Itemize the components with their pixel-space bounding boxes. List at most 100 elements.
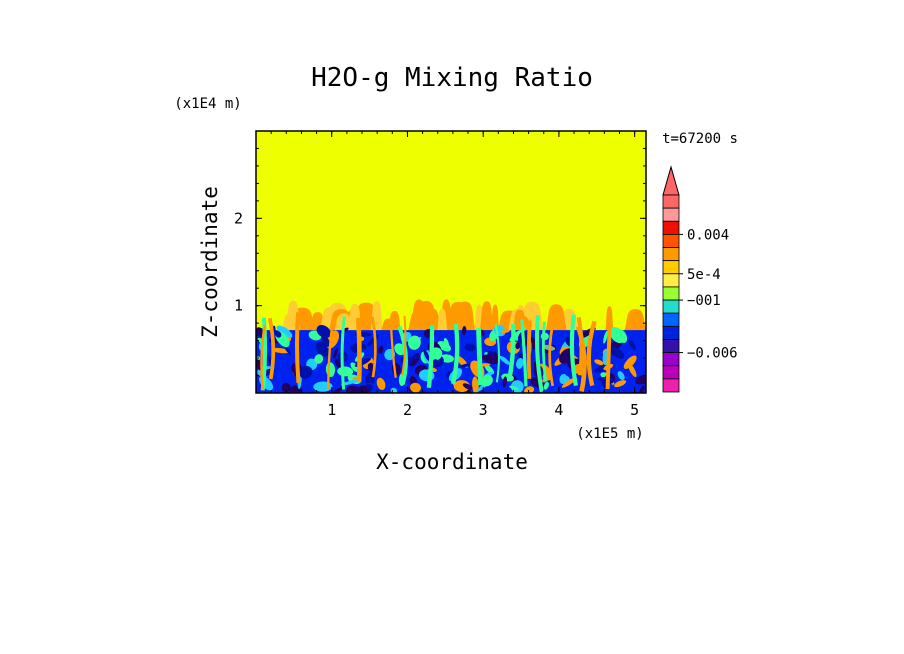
eddy-cell [459, 363, 472, 368]
updraft-filament [340, 316, 346, 390]
eddy-cell [321, 335, 330, 347]
colorbar-level [662, 207, 680, 222]
plume-cell [446, 301, 471, 333]
eddy-cell [276, 325, 293, 338]
colorbar-level [662, 352, 680, 367]
eddy-cell [623, 355, 637, 370]
plume-cell [479, 301, 494, 333]
eddy-cell [314, 354, 324, 364]
updraft-filament [370, 316, 377, 378]
eddy-cell [299, 365, 313, 379]
updraft-filament [267, 317, 276, 380]
eddy-cell [481, 375, 493, 387]
x-tick-label: 3 [479, 401, 488, 419]
updraft-filament [576, 316, 584, 376]
updraft-filament [520, 319, 528, 387]
colorbar-level [662, 247, 680, 262]
y-tick-label: 2 [234, 209, 243, 227]
plume-cell [436, 308, 448, 333]
plume-cell [545, 304, 568, 333]
eddy-cell [510, 380, 524, 393]
updraft-filament [294, 312, 301, 383]
colorbar-level [662, 339, 680, 354]
eddy-cell [408, 335, 421, 350]
colorbar-label: −001 [687, 293, 721, 309]
eddy-cell [331, 386, 344, 393]
eddy-cell [376, 377, 386, 390]
eddy-cell [274, 330, 282, 338]
updraft-filament [541, 321, 548, 382]
colorbar-label: −0.006 [687, 346, 738, 362]
colorbar-level [662, 312, 680, 327]
eddy-cell [628, 339, 636, 351]
x-tick-label: 5 [630, 401, 639, 419]
x-scale-label: (x1E5 m) [576, 426, 643, 442]
eddy-cell [499, 355, 510, 365]
colorbar-level [662, 325, 680, 340]
eddy-cell [423, 349, 430, 361]
eddy-cell [271, 347, 290, 354]
colorbar-level [662, 233, 680, 248]
eddy-cell [509, 385, 519, 391]
eddy-cell [410, 382, 422, 393]
colorbar-max-arrow [662, 165, 680, 196]
eddy-cell [559, 348, 574, 364]
eddy-cell [433, 359, 438, 365]
colorbar-level [662, 378, 680, 393]
eddy-cell [482, 354, 500, 364]
eddy-cell [543, 381, 549, 390]
colorbar-label: 5e-4 [687, 267, 721, 283]
eddy-cell [635, 374, 646, 385]
colorbar-level [662, 220, 680, 235]
eddy-cell [316, 325, 331, 339]
eddy-cell [341, 379, 359, 386]
updraft-filament [260, 324, 266, 390]
eddy-cell [334, 358, 342, 368]
eddy-cell [627, 363, 637, 378]
colorbar-level [662, 299, 680, 314]
updraft-filament [586, 320, 597, 387]
colorbar: 0.004 5e-4 −001 −0.006 [662, 165, 738, 393]
x-tick-label: 4 [554, 401, 563, 419]
colorbar-level [662, 260, 680, 275]
eddy-cell [502, 376, 507, 388]
eddy-cell [462, 383, 473, 390]
y-tick-label: 1 [234, 297, 243, 315]
updraft-filament [534, 315, 544, 393]
y-scale-label: (x1E4 m) [174, 96, 241, 112]
eddy-cell [464, 343, 476, 352]
updraft-filament [426, 325, 435, 388]
plume-cell [623, 309, 646, 333]
eddy-cell [518, 353, 524, 359]
updraft-filament [355, 317, 362, 383]
chart-title: H2O-g Mixing Ratio [311, 63, 593, 93]
x-tick-label: 2 [403, 401, 412, 419]
updraft-filament [569, 314, 579, 387]
eddy-cell [472, 376, 479, 393]
x-axis-title: X-coordinate [376, 450, 528, 474]
eddy-cell [515, 342, 521, 350]
eddy-cell [617, 371, 625, 381]
eddy-cell [516, 357, 524, 369]
eddy-cell [603, 330, 608, 344]
updraft-filament [327, 317, 335, 390]
eddy-cell [479, 363, 491, 367]
updraft-filament [476, 328, 484, 386]
eddy-cell [281, 382, 291, 393]
updraft-filament [389, 321, 397, 378]
eddy-cell [443, 338, 450, 350]
eddy-cell [609, 326, 625, 344]
colorbar-level [662, 194, 680, 209]
updraft-filament [401, 315, 407, 376]
updraft-filament [605, 312, 613, 390]
eddy-cell [559, 373, 568, 385]
y-axis-title: Z-coordinate [198, 186, 222, 338]
time-label: t=67200 s [662, 131, 738, 147]
updraft-filament [506, 323, 516, 382]
eddy-cell [614, 380, 627, 388]
eddy-cell [608, 345, 625, 359]
colorbar-level [662, 286, 680, 301]
eddy-cell [409, 354, 420, 361]
eddy-cell [594, 359, 604, 366]
